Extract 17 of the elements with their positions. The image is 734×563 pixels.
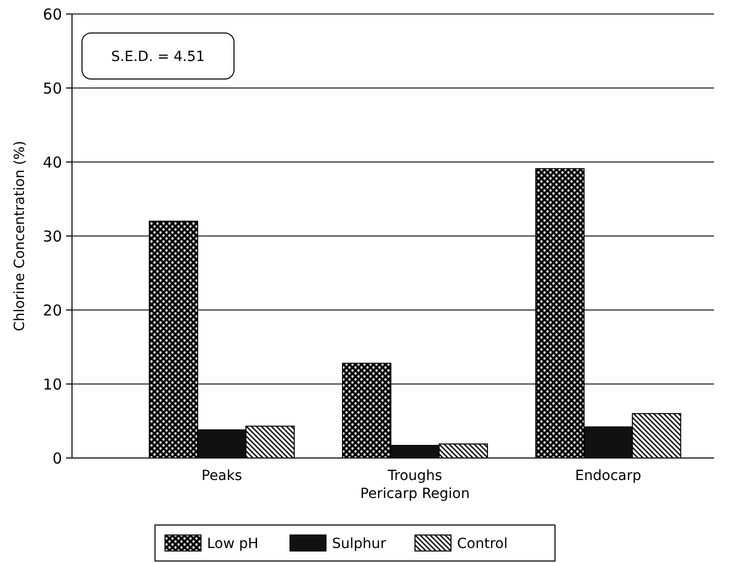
legend-label: Control (457, 536, 508, 552)
x-axis-title: Pericarp Region (360, 486, 470, 502)
y-tick-label: 10 (42, 375, 62, 394)
annotation: S.E.D. = 4.51 (111, 48, 205, 65)
y-axis-title: Chlorine Concentration (%) (12, 140, 28, 332)
x-tick-label: Endocarp (575, 468, 642, 484)
legend-label: Low pH (207, 536, 258, 552)
y-tick-label: 30 (42, 227, 62, 246)
y-tick-label: 60 (42, 5, 62, 24)
legend-label: Sulphur (332, 536, 386, 552)
x-tick-label: Peaks (202, 468, 242, 484)
y-tick-label: 50 (42, 79, 62, 98)
y-tick-label: 40 (42, 153, 62, 172)
x-tick-label: Troughs (386, 468, 442, 484)
y-tick-label: 0 (52, 449, 62, 468)
y-tick-label: 20 (42, 301, 62, 320)
note-box: S.E.D. = 4.51 (82, 32, 234, 80)
